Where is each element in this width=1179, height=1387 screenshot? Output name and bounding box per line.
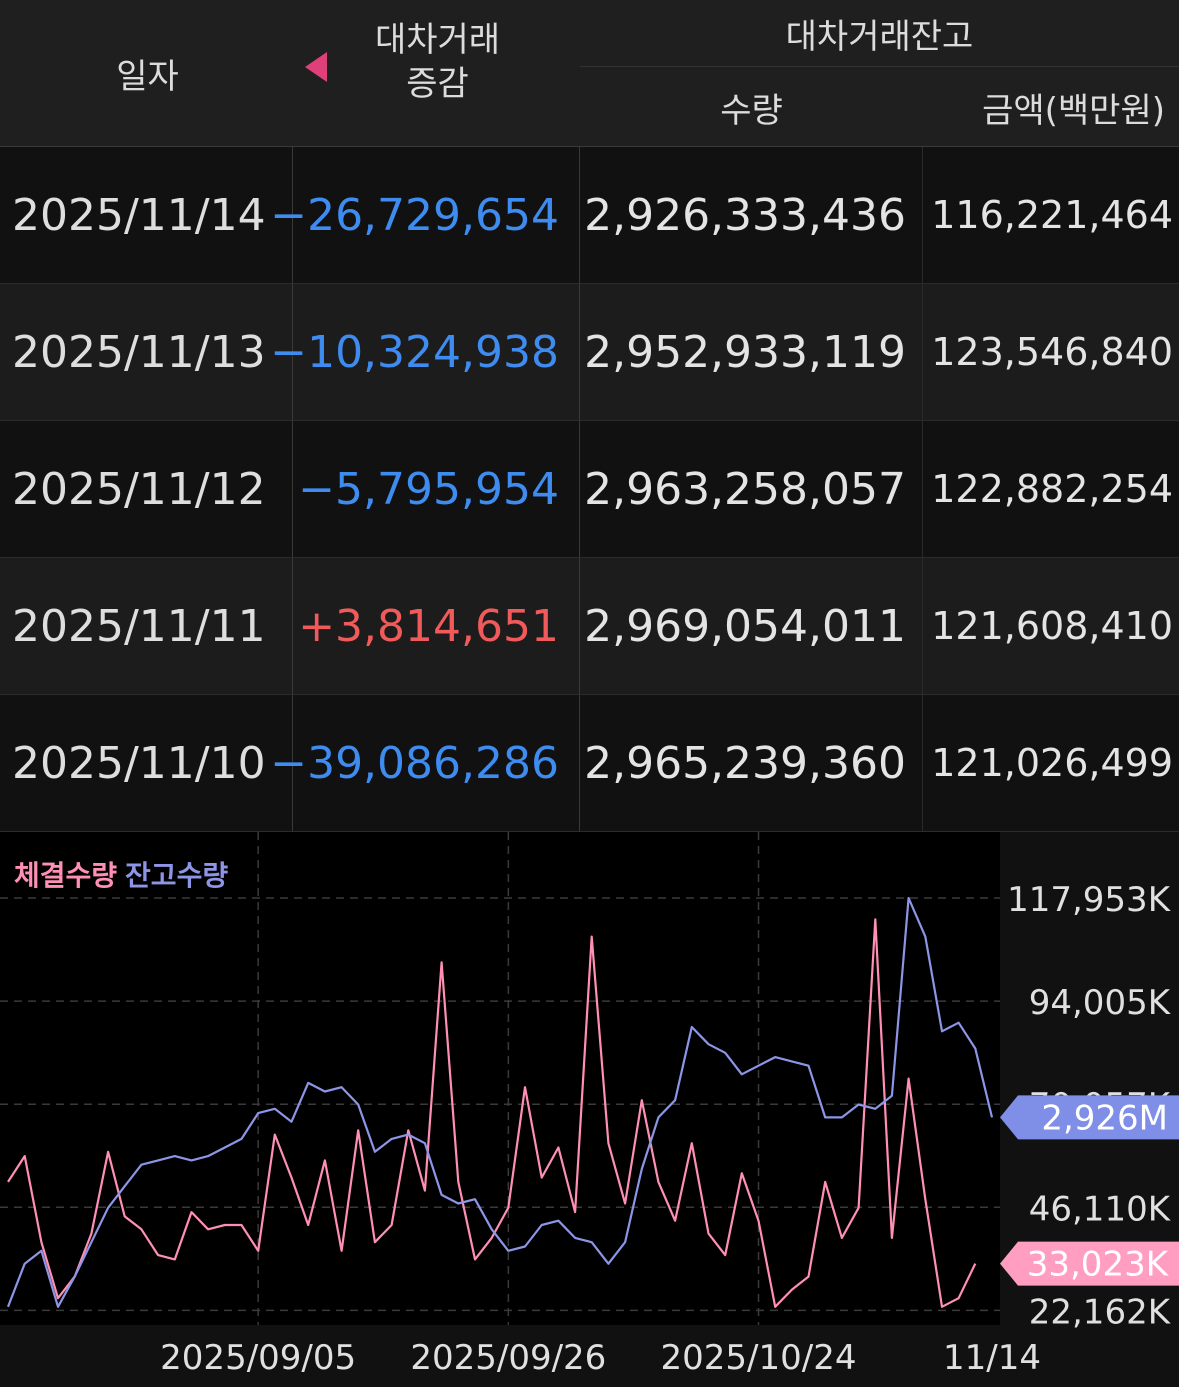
y-tick-label: 22,162K: [1029, 1292, 1172, 1332]
row-amount: 121,608,410: [931, 604, 1173, 648]
header-change-line2: 증감: [406, 64, 469, 104]
row-qty: 2,926,333,436: [580, 147, 923, 283]
header-change-line1: 대차거래: [374, 20, 501, 60]
table-row[interactable]: 2025/11/12 −5,795,954 2,963,258,057 122,…: [0, 421, 1179, 558]
sort-arrow-icon[interactable]: [305, 52, 327, 82]
row-change: −26,729,654: [270, 147, 580, 283]
table-row[interactable]: 2025/11/13 −10,324,938 2,952,933,119 123…: [0, 284, 1179, 421]
row-date: 2025/11/12: [0, 421, 293, 557]
x-axis-panel: [0, 1325, 1179, 1387]
x-tick-label: 2025/10/24: [661, 1338, 857, 1378]
balance-badge-text: 2,926M: [1041, 1098, 1168, 1138]
row-qty: 2,963,258,057: [580, 421, 923, 557]
y-tick-label: 94,005K: [1029, 983, 1172, 1023]
balance-volume-line: [6, 896, 994, 1308]
header-amount[interactable]: 금액(백만원): [982, 90, 1165, 131]
header-balance-group: 대차거래잔고: [580, 0, 1179, 67]
header-date[interactable]: 일자: [116, 56, 179, 97]
lending-table: 2025/11/14 −26,729,654 2,926,333,436 116…: [0, 147, 1179, 832]
exec-badge: 33,023K: [1000, 1241, 1179, 1286]
x-tick-label: 11/14: [943, 1338, 1041, 1378]
row-qty: 2,952,933,119: [580, 284, 923, 420]
exec-volume-line: [7, 918, 977, 1308]
row-amount: 122,882,254: [931, 467, 1173, 511]
row-amount: 121,026,499: [931, 741, 1173, 785]
table-row[interactable]: 2025/11/11 +3,814,651 2,969,054,011 121,…: [0, 558, 1179, 695]
row-qty: 2,965,239,360: [580, 695, 923, 831]
table-header: 일자 대차거래 증감 대차거래잔고 수량 금액(백만원): [0, 0, 1179, 147]
header-qty[interactable]: 수량: [720, 90, 783, 131]
row-change: −5,795,954: [293, 421, 580, 557]
row-date: 2025/11/11: [0, 558, 293, 694]
exec-badge-text: 33,023K: [1027, 1245, 1170, 1285]
row-date: 2025/11/10: [0, 695, 293, 831]
row-date: 2025/11/14: [0, 147, 293, 283]
legend-exec: 체결수량: [14, 859, 118, 892]
header-change[interactable]: 대차거래 증감: [295, 18, 580, 106]
y-tick-label: 46,110K: [1029, 1189, 1172, 1229]
chart-svg[interactable]: 117,953K94,005K70,057K46,110K22,162K2025…: [0, 832, 1179, 1387]
row-change: −10,324,938: [270, 284, 580, 420]
x-tick-label: 2025/09/26: [410, 1338, 606, 1378]
row-qty: 2,969,054,011: [580, 558, 923, 694]
volume-chart[interactable]: 117,953K94,005K70,057K46,110K22,162K2025…: [0, 832, 1179, 1387]
legend-balance: 잔고수량: [125, 859, 229, 892]
table-row[interactable]: 2025/11/10 −39,086,286 2,965,239,360 121…: [0, 695, 1179, 832]
row-change: −39,086,286: [270, 695, 580, 831]
row-date: 2025/11/13: [0, 284, 293, 420]
row-change: +3,814,651: [293, 558, 580, 694]
balance-badge: 2,926M: [1000, 1095, 1179, 1140]
x-tick-label: 2025/09/05: [160, 1338, 356, 1378]
row-amount: 123,546,840: [931, 330, 1173, 374]
table-row[interactable]: 2025/11/14 −26,729,654 2,926,333,436 116…: [0, 147, 1179, 284]
y-tick-label: 117,953K: [1007, 880, 1172, 920]
row-amount: 116,221,464: [931, 193, 1173, 237]
chart-legend: 체결수량 잔고수량: [14, 854, 228, 894]
